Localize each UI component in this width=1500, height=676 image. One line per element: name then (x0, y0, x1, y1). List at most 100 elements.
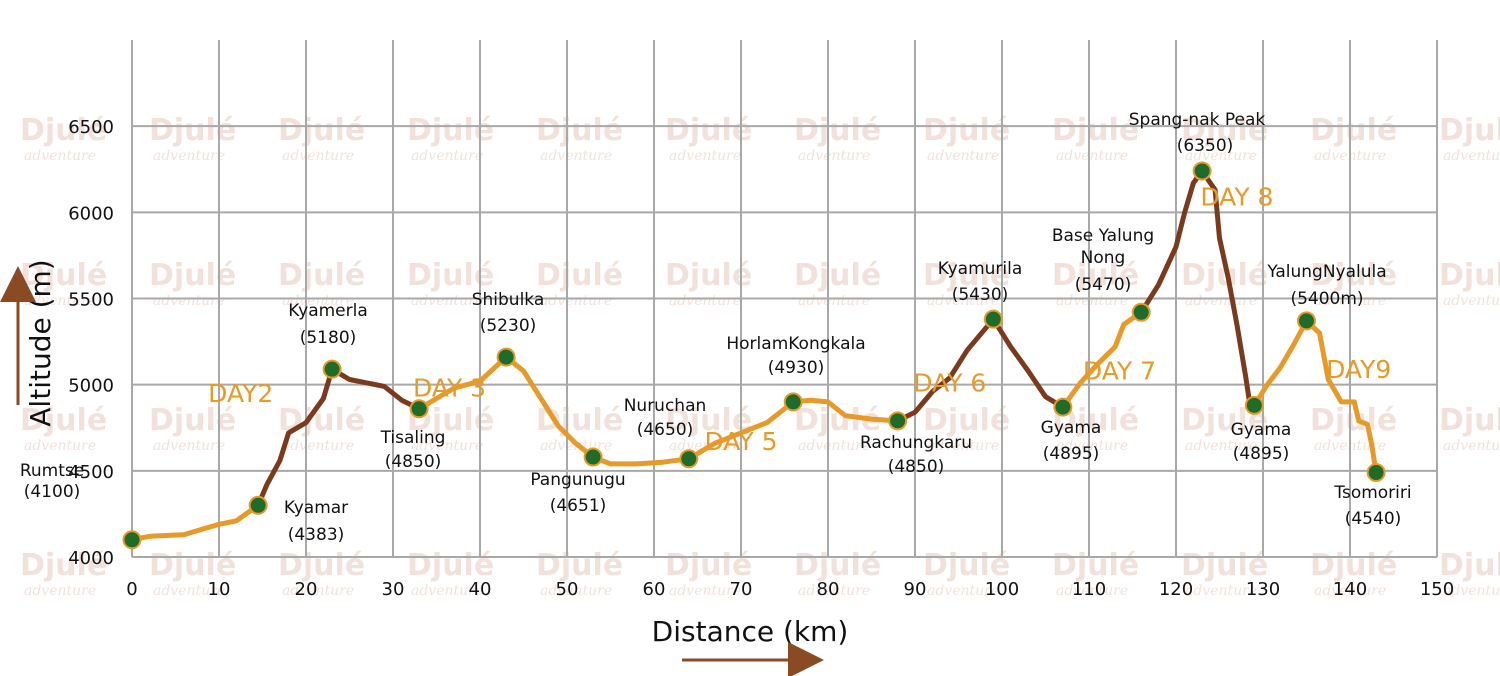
watermark-logo-text: Djulé (1439, 258, 1500, 293)
watermark-logo-subtext: adventure (927, 293, 999, 309)
waypoint-marker (783, 392, 803, 412)
watermark-logo-subtext: adventure (153, 148, 225, 164)
watermark-logo-text: Djulé (278, 113, 365, 148)
watermark-logo-subtext: adventure (927, 148, 999, 164)
x-tick-label: 70 (730, 579, 753, 600)
waypoint-name-label: Kyamurila (938, 259, 1023, 279)
watermark-logo-text: Djulé (20, 403, 107, 438)
watermark-logo-text: Djulé (149, 113, 236, 148)
waypoint-marker (409, 399, 429, 419)
watermark-logo-subtext: adventure (1185, 438, 1257, 454)
watermark-logo-subtext: adventure (1185, 293, 1257, 309)
watermark-logo-text: Djulé (1181, 113, 1268, 148)
watermark-logo-text: Djulé (1310, 113, 1397, 148)
watermark-logo-subtext: adventure (282, 583, 354, 599)
y-tick-label: 6000 (68, 203, 114, 224)
x-axis-label: Distance (km) (652, 615, 849, 648)
waypoint-name-label: Tisaling (380, 428, 446, 448)
watermark-logo-text: Djulé (1052, 258, 1139, 293)
watermark-logo-text: Djulé (536, 403, 623, 438)
watermark-logo-text: Djulé (20, 548, 107, 583)
watermark-logo-subtext: adventure (24, 583, 96, 599)
watermark-logo-subtext: adventure (927, 583, 999, 599)
waypoint-altitude-label: (4895) (1043, 444, 1100, 464)
watermark-logo-subtext: adventure (411, 293, 483, 309)
waypoint-labels: Rumtse(4100) Kyamar (4383) Kyamerla (5180) Ti… (20, 110, 1412, 545)
waypoint-name-label: Gyama (1041, 418, 1102, 438)
watermark-logo-text: Djulé (794, 548, 881, 583)
watermark-logo-text: Djulé (665, 548, 752, 583)
day-label: DAY 5 (704, 427, 777, 456)
watermark-logo-subtext: adventure (798, 148, 870, 164)
watermark-logo-subtext: adventure (669, 148, 741, 164)
day-label: DAY 6 (913, 369, 986, 398)
waypoint-altitude-label: (5430) (952, 285, 1009, 305)
elevation-segment (416, 354, 901, 467)
waypoint-marker (679, 449, 699, 469)
elevation-segment (1251, 318, 1379, 476)
watermark-logo-text: Djulé (278, 258, 365, 293)
watermark-logo-text: Djulé (794, 113, 881, 148)
waypoint-altitude-label: (4650) (637, 420, 694, 440)
watermark-logo-subtext: adventure (411, 148, 483, 164)
watermark-logo-subtext: adventure (153, 438, 225, 454)
waypoint-altitude-label: (4100) (24, 482, 81, 502)
watermark-logo-text: Djulé (923, 548, 1010, 583)
waypoint-marker (322, 359, 342, 379)
waypoint-marker (496, 347, 516, 367)
waypoint-name-label: Tsomoriri (1333, 483, 1411, 503)
watermark-logo-subtext: adventure (153, 293, 225, 309)
watermark-logo-subtext: adventure (1185, 583, 1257, 599)
watermark-logo-text: Djulé (278, 548, 365, 583)
watermark-layer: DjuléadventureDjuléadventureDjuléadventu… (20, 113, 1500, 599)
watermark-logo-text: Djulé (20, 113, 107, 148)
watermark-logo-subtext: adventure (669, 293, 741, 309)
waypoint-markers (122, 161, 1386, 550)
watermark-logo-text: Djulé (923, 403, 1010, 438)
day-labels: DAY2 DAY 3 DAY 5 DAY 6 DAY 7 DAY 8 DAY9 (208, 182, 1391, 456)
watermark-logo-subtext: adventure (282, 293, 354, 309)
watermark-logo-text: Djulé (1181, 548, 1268, 583)
x-tick-label: 10 (208, 579, 231, 600)
waypoint-altitude-label: (4850) (888, 457, 945, 477)
watermark-logo-text: Djulé (1310, 548, 1397, 583)
waypoint-altitude-label: (5180) (300, 328, 357, 348)
watermark-logo-subtext: adventure (411, 438, 483, 454)
x-tick-label: 90 (904, 579, 927, 600)
waypoint-name-label: Nuruchan (624, 396, 707, 416)
waypoint-altitude-label: (5230) (480, 316, 537, 336)
waypoint-marker (1192, 161, 1212, 181)
x-tick-label: 130 (1246, 579, 1280, 600)
watermark-logo-subtext: adventure (24, 148, 96, 164)
elevation-segment (1138, 168, 1257, 408)
y-axis-label: Altitude (m) (24, 259, 57, 426)
watermark-logo-subtext: adventure (282, 148, 354, 164)
watermark-logo-subtext: adventure (1314, 583, 1386, 599)
watermark-logo-subtext: adventure (24, 293, 96, 309)
x-tick-label: 100 (985, 579, 1019, 600)
waypoint-marker (122, 530, 142, 550)
waypoint-name-label: Kyamerla (288, 301, 368, 321)
watermark-logo-subtext: adventure (24, 438, 96, 454)
y-tick-label: 5500 (68, 290, 114, 311)
waypoint-marker (583, 447, 603, 467)
watermark-logo-subtext: adventure (1443, 583, 1500, 599)
watermark-logo-text: Djulé (407, 113, 494, 148)
elevation-segment (255, 366, 422, 508)
y-tick-label: 4500 (68, 462, 114, 483)
watermark-logo-text: Djulé (1310, 258, 1397, 293)
watermark-logo-subtext: adventure (1443, 148, 1500, 164)
day-label: DAY2 (208, 379, 273, 408)
watermark-logo-subtext: adventure (1056, 293, 1128, 309)
watermark-logo-subtext: adventure (1443, 293, 1500, 309)
waypoint-name-label: Rumtse (20, 461, 84, 481)
x-tick-label: 50 (556, 579, 579, 600)
waypoint-altitude-label: (5470) (1075, 275, 1132, 295)
y-tick-label: 6500 (68, 117, 114, 138)
watermark-logo-text: Djulé (407, 258, 494, 293)
waypoint-name-label: Gyama (1231, 420, 1292, 440)
waypoint-marker (1053, 397, 1073, 417)
watermark-logo-text: Djulé (1439, 113, 1500, 148)
watermark-logo-subtext: adventure (927, 438, 999, 454)
